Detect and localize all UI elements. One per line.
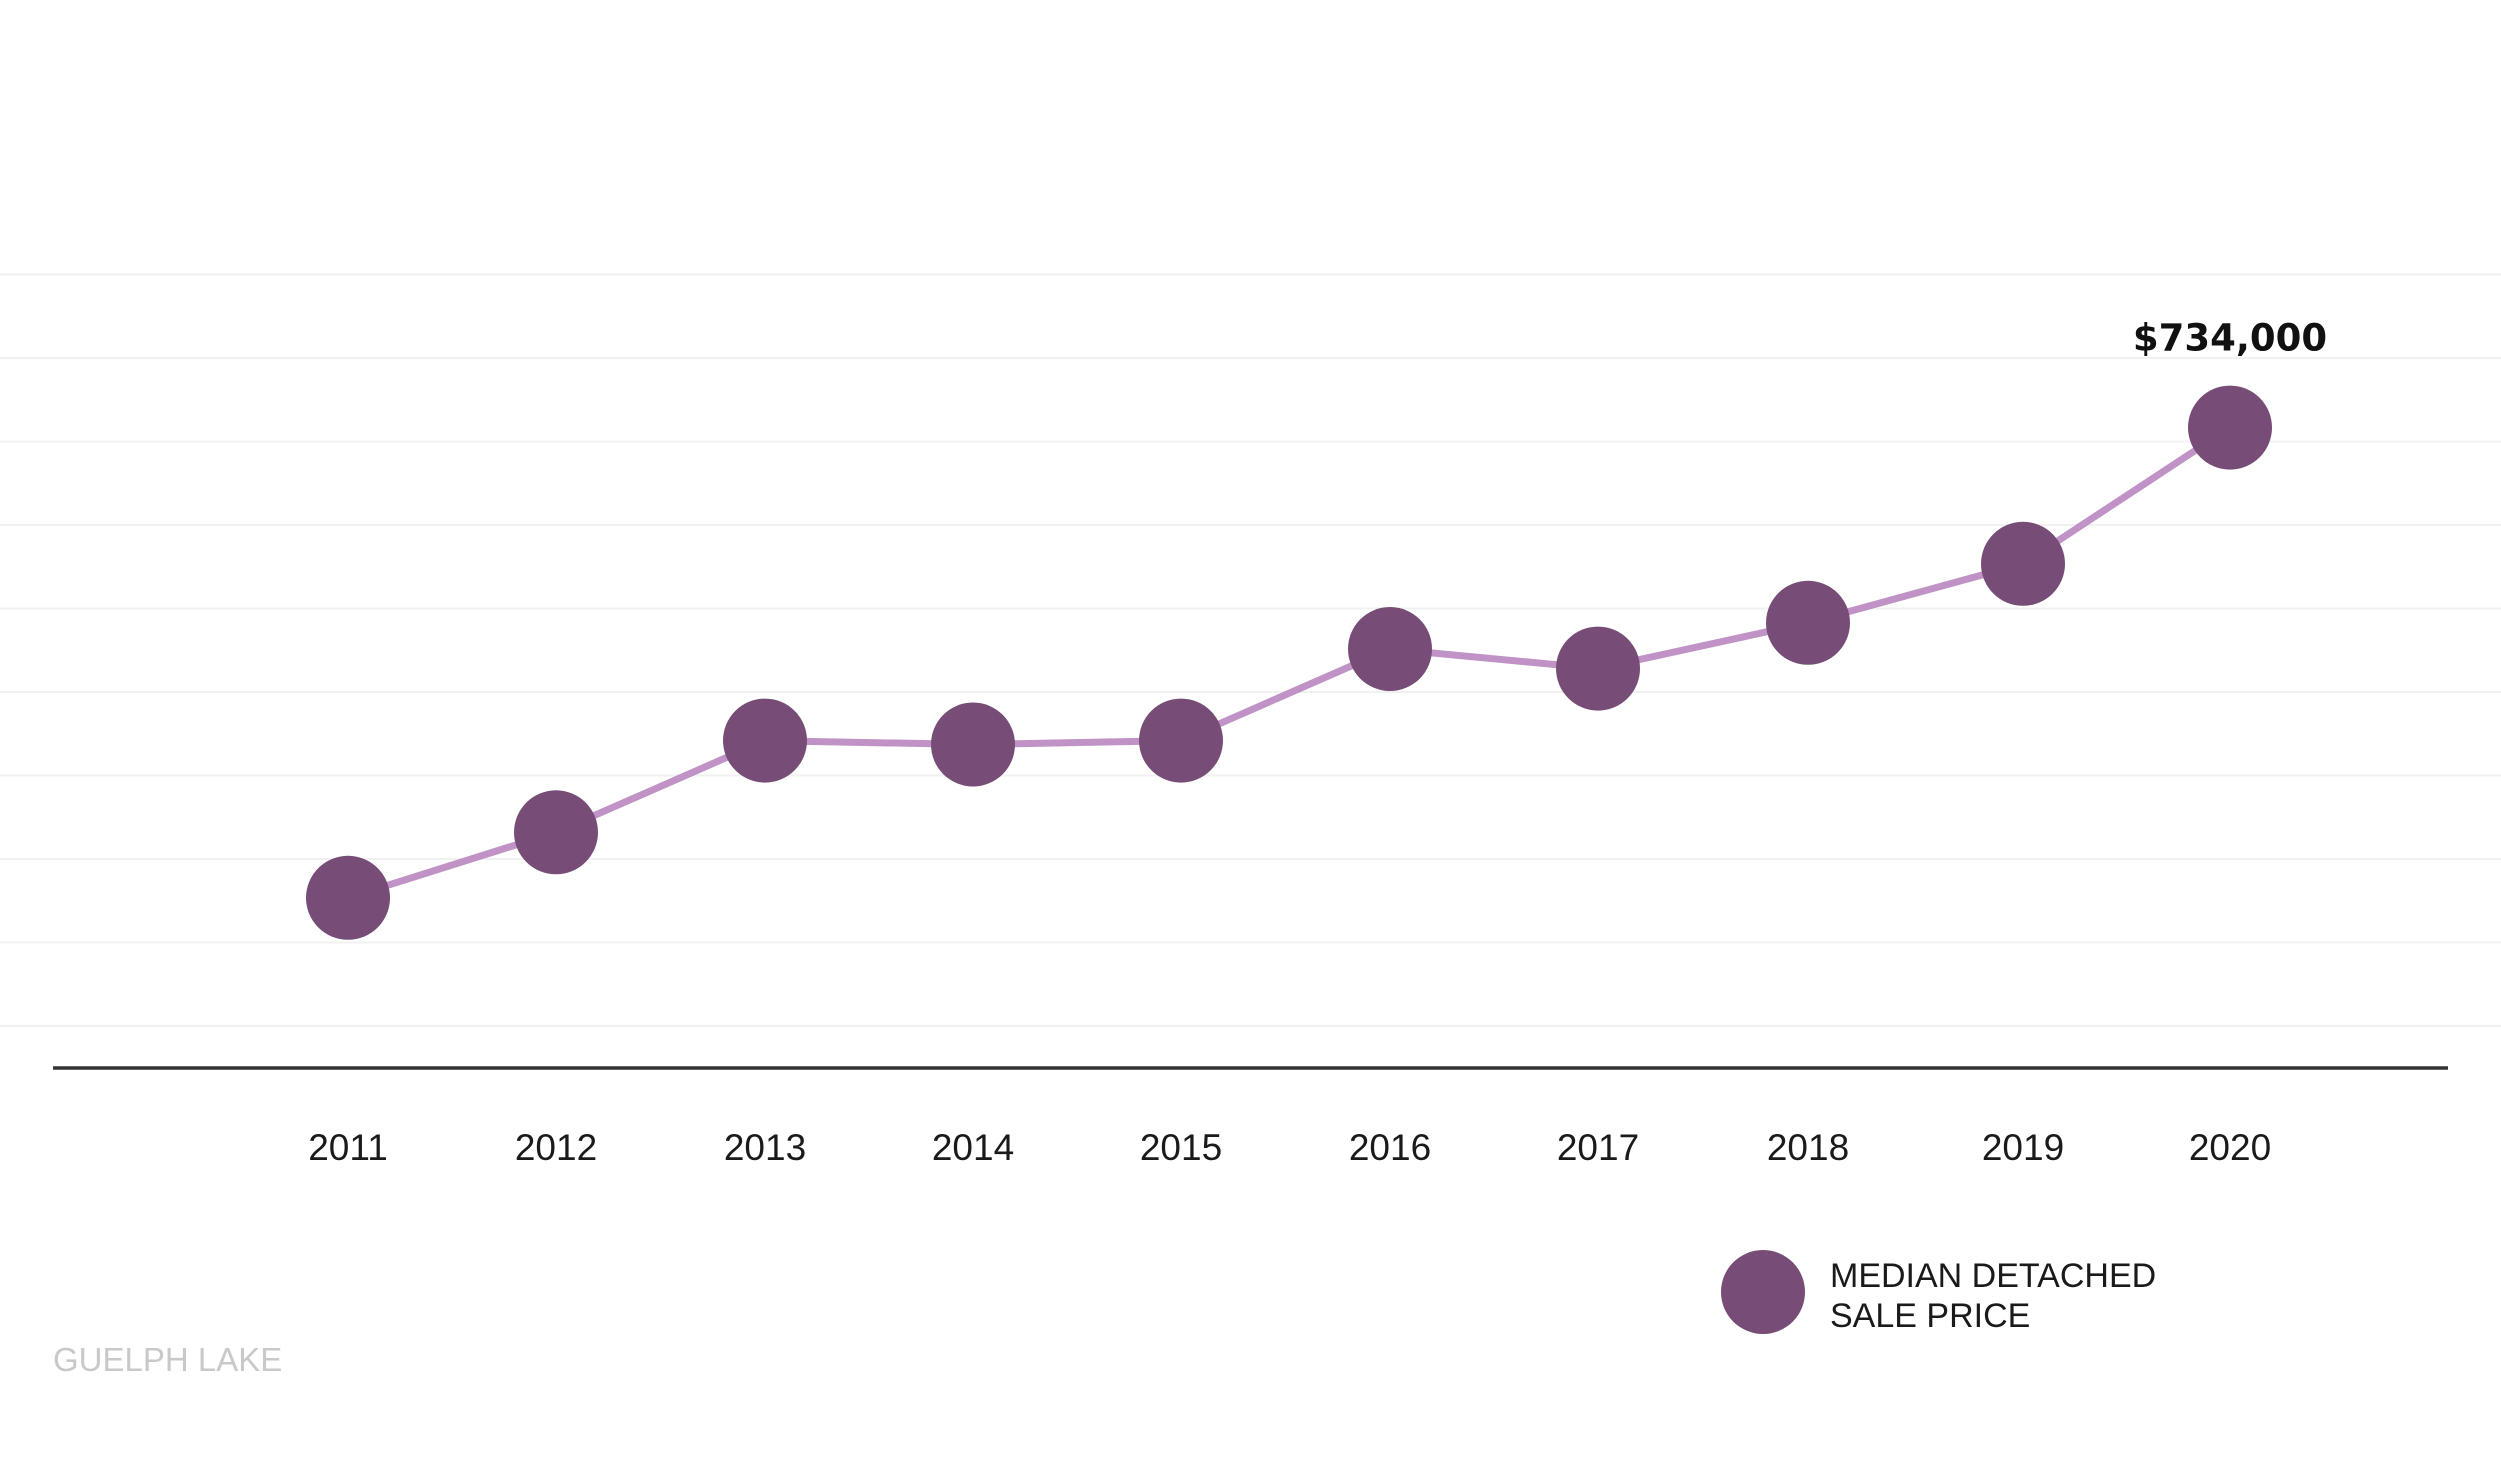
data-point-2016 xyxy=(1348,607,1432,691)
series-markers xyxy=(306,385,2272,940)
x-tick-2018: 2018 xyxy=(1767,1127,1849,1168)
data-point-2015 xyxy=(1139,698,1223,783)
x-tick-2016: 2016 xyxy=(1349,1127,1431,1168)
legend-marker xyxy=(1721,1250,1805,1334)
legend-label: MEDIAN DETACHED SALE PRICE xyxy=(1830,1257,2166,1335)
x-tick-2019: 2019 xyxy=(1982,1127,2064,1168)
data-point-2011 xyxy=(306,855,390,940)
data-point-2014 xyxy=(931,702,1015,787)
gridlines xyxy=(0,273,2501,1027)
legend-label-line-2: SALE PRICE xyxy=(1830,1297,2030,1335)
x-tick-2011: 2011 xyxy=(308,1127,388,1168)
data-point-2013 xyxy=(723,698,807,783)
data-point-2019 xyxy=(1981,521,2065,606)
data-labels: $734,000 xyxy=(2133,317,2327,360)
x-tick-2014: 2014 xyxy=(932,1127,1014,1168)
data-label-2020: $734,000 xyxy=(2133,317,2327,360)
legend: MEDIAN DETACHED SALE PRICE xyxy=(1721,1250,2166,1335)
data-point-2012 xyxy=(514,790,598,875)
x-tick-2020: 2020 xyxy=(2189,1127,2271,1168)
x-tick-2013: 2013 xyxy=(724,1127,806,1168)
x-tick-2012: 2012 xyxy=(515,1127,597,1168)
x-tick-2017: 2017 xyxy=(1557,1127,1639,1168)
x-axis-ticks: 2011 2012 2013 2014 2015 2016 2017 2018 2019 2020 xyxy=(308,1127,2271,1168)
x-tick-2015: 2015 xyxy=(1140,1127,1222,1168)
watermark-text: GUELPH LAKE xyxy=(53,1341,282,1378)
series-line xyxy=(344,424,2234,902)
legend-label-line-1: MEDIAN DETACHED xyxy=(1830,1257,2156,1295)
data-point-2017 xyxy=(1556,626,1640,711)
data-point-2020 xyxy=(2188,385,2272,470)
data-point-2018 xyxy=(1766,580,1850,665)
